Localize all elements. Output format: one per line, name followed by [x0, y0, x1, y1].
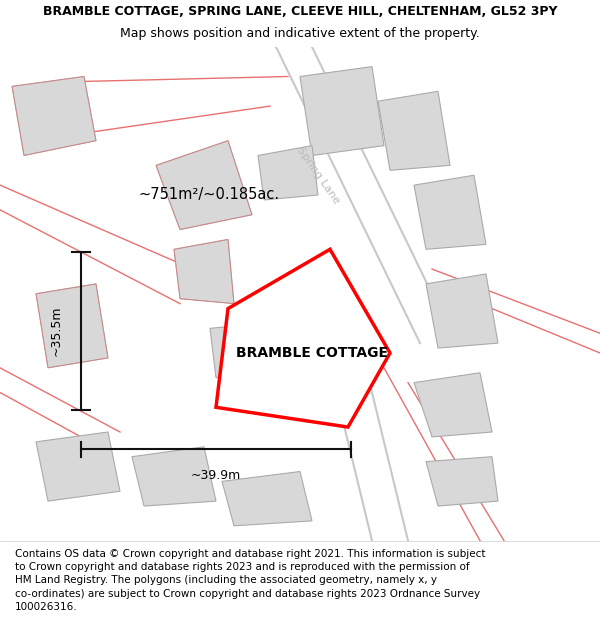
Polygon shape: [36, 284, 108, 368]
Polygon shape: [426, 457, 498, 506]
Polygon shape: [132, 447, 216, 506]
Polygon shape: [414, 372, 492, 437]
Polygon shape: [222, 471, 312, 526]
Polygon shape: [174, 239, 234, 304]
Polygon shape: [258, 146, 318, 200]
Text: ~35.5m: ~35.5m: [50, 306, 63, 356]
Polygon shape: [210, 323, 270, 378]
Polygon shape: [156, 141, 252, 229]
Polygon shape: [426, 274, 498, 348]
Text: BRAMBLE COTTAGE, SPRING LANE, CLEEVE HILL, CHELTENHAM, GL52 3PY: BRAMBLE COTTAGE, SPRING LANE, CLEEVE HIL…: [43, 5, 557, 18]
Polygon shape: [414, 175, 486, 249]
Polygon shape: [216, 249, 390, 427]
Polygon shape: [36, 432, 120, 501]
Text: ~39.9m: ~39.9m: [191, 469, 241, 482]
Text: BRAMBLE COTTAGE: BRAMBLE COTTAGE: [236, 346, 388, 360]
Polygon shape: [300, 67, 384, 156]
Text: Map shows position and indicative extent of the property.: Map shows position and indicative extent…: [120, 28, 480, 40]
Text: Spring Lane: Spring Lane: [295, 145, 341, 206]
Text: Contains OS data © Crown copyright and database right 2021. This information is : Contains OS data © Crown copyright and d…: [15, 549, 485, 612]
Polygon shape: [12, 76, 96, 156]
Polygon shape: [378, 91, 450, 170]
Text: ~751m²/~0.185ac.: ~751m²/~0.185ac.: [138, 188, 279, 202]
